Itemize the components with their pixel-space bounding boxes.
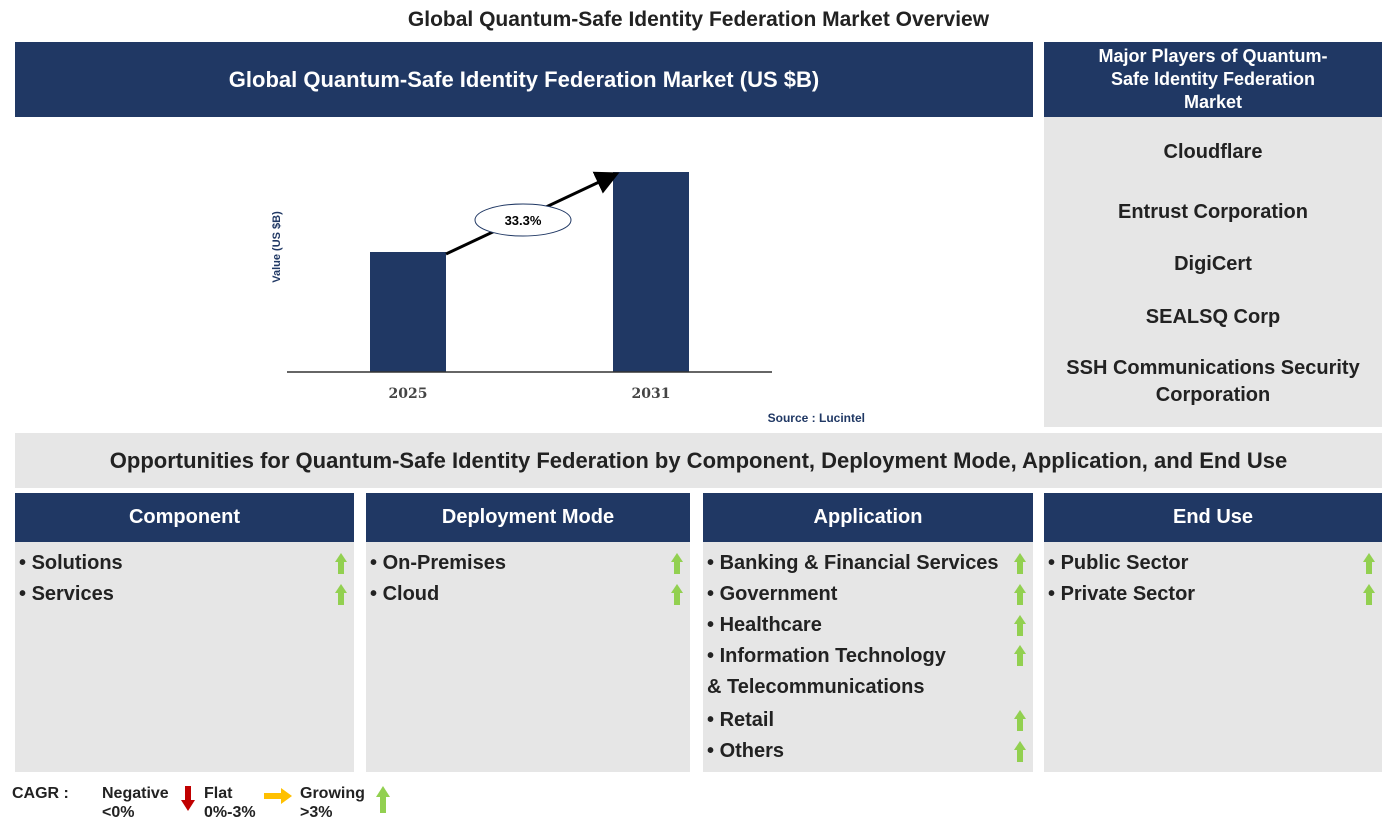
players-header: Major Players of Quantum-Safe Identity F… (1044, 42, 1382, 117)
source-label: Source : Lucintel (768, 411, 865, 425)
opportunities-title: Opportunities for Quantum-Safe Identity … (15, 433, 1382, 488)
up-arrow-icon (1014, 740, 1026, 763)
column-header: Application (703, 493, 1033, 542)
right-arrow-icon (264, 788, 292, 804)
list-item: • Cloud (366, 579, 690, 610)
list-item: • Information Technology & Telecommunica… (703, 641, 1033, 705)
y-axis-label: Value (US $B) (271, 211, 283, 283)
up-arrow-icon (1014, 583, 1026, 606)
column-header: Deployment Mode (366, 493, 690, 542)
legend-negative: Negative <0% (102, 784, 169, 822)
player-item: SSH Communications Security Corporation (1066, 357, 1360, 406)
list-item: • Services (15, 579, 354, 610)
negative-label: Negative (102, 785, 169, 802)
player-item: DigiCert (1174, 253, 1252, 275)
player-item: SEALSQ Corp (1145, 306, 1281, 328)
cagr-label: 33.3% (505, 213, 542, 228)
up-arrow-icon (335, 583, 347, 606)
negative-range: <0% (102, 804, 135, 821)
item-label: Banking & Financial Services (719, 552, 999, 574)
chart-header: Global Quantum-Safe Identity Federation … (15, 42, 1033, 117)
column-header: Component (15, 493, 354, 542)
item-label: On-Premises (382, 552, 506, 574)
up-arrow-icon (671, 552, 683, 575)
item-label: Services (31, 583, 114, 605)
item-label: Healthcare (719, 614, 822, 636)
growing-label: Growing (300, 785, 365, 802)
legend-flat: Flat 0%-3% (204, 784, 256, 822)
up-arrow-icon (671, 583, 683, 606)
list-item: • Healthcare (703, 610, 1033, 641)
column-body: • Solutions • Services (15, 542, 354, 772)
list-item: • Banking & Financial Services (703, 548, 1033, 579)
up-arrow-icon (335, 552, 347, 575)
bar-2025 (370, 252, 446, 372)
column-body: • Public Sector • Private Sector (1044, 542, 1382, 772)
item-label: Information Technology & Telecommunicati… (707, 645, 946, 698)
item-label: Private Sector (1060, 583, 1196, 605)
players-list: Cloudflare Entrust Corporation DigiCert … (1044, 117, 1382, 427)
up-arrow-icon (1014, 645, 1026, 667)
flat-label: Flat (204, 785, 233, 802)
column-header: End Use (1044, 493, 1382, 542)
bar-2031 (613, 172, 689, 372)
list-item: • On-Premises (366, 548, 690, 579)
item-label: Public Sector (1060, 552, 1189, 574)
up-arrow-icon (1363, 552, 1375, 575)
item-label: Cloud (382, 583, 440, 605)
up-arrow-icon (1014, 552, 1026, 575)
list-item: • Private Sector (1044, 579, 1382, 610)
player-item: Entrust Corporation (1118, 201, 1308, 223)
column-body: • Banking & Financial Services • Governme… (703, 542, 1033, 772)
legend-label: CAGR : (12, 785, 69, 802)
item-label: Solutions (31, 552, 123, 574)
bar-chart: Value (US $B) 2025 2031 33.3% Source : Lu… (271, 171, 865, 425)
up-arrow-icon (1014, 709, 1026, 732)
list-item: • Retail (703, 705, 1033, 736)
column-body: • On-Premises • Cloud (366, 542, 690, 772)
x-tick-label: 2031 (632, 386, 671, 402)
player-item: Cloudflare (1163, 141, 1263, 163)
growing-range: >3% (300, 804, 333, 821)
x-tick-label: 2025 (389, 386, 428, 402)
cagr-ellipse (474, 203, 572, 237)
list-item: • Public Sector (1044, 548, 1382, 579)
list-item: • Government (703, 579, 1033, 610)
up-arrow-icon (376, 786, 390, 813)
up-arrow-icon (1014, 614, 1026, 637)
up-arrow-icon (1363, 583, 1375, 606)
legend-growing: Growing >3% (300, 784, 365, 822)
down-arrow-icon (181, 786, 195, 811)
list-item: • Solutions (15, 548, 354, 579)
page-title: Global Quantum-Safe Identity Federation … (407, 8, 990, 31)
flat-range: 0%-3% (204, 804, 256, 821)
item-label: Government (719, 583, 838, 605)
list-item: • Others (703, 736, 1033, 767)
item-label: Others (719, 740, 785, 762)
item-label: Retail (719, 709, 775, 731)
